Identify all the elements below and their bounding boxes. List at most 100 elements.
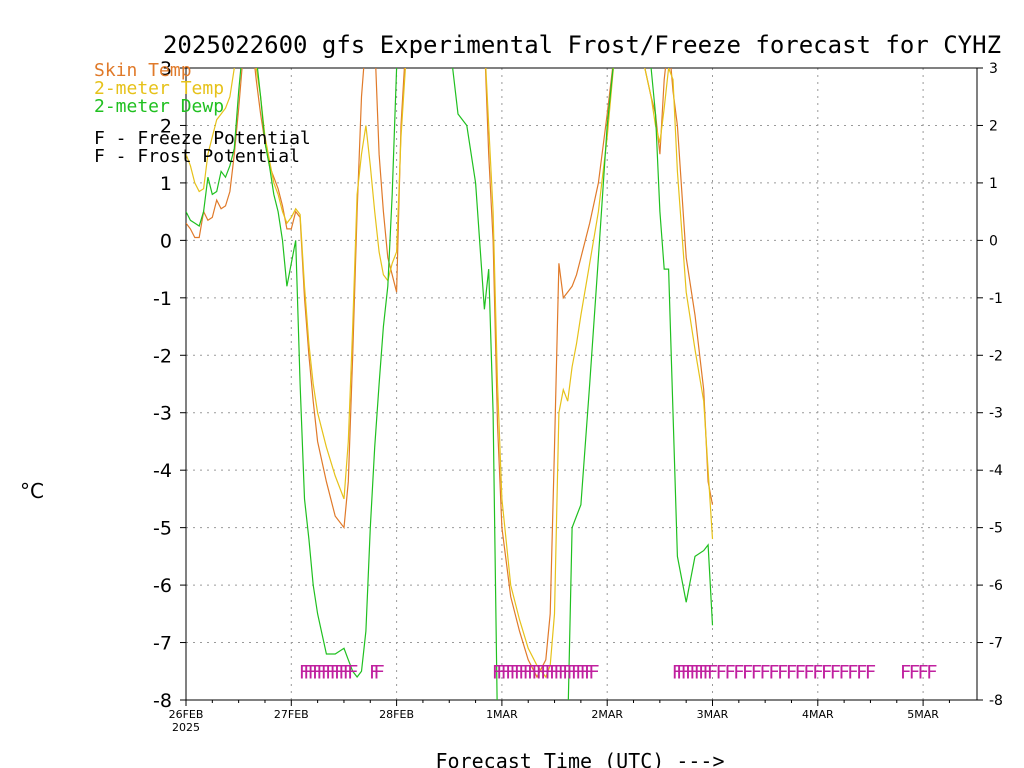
y-tick-label: 2 [160,115,172,137]
freeze-mark: F [830,661,841,683]
freeze-mark: F [325,661,336,683]
y-tick-label: -2 [153,345,172,367]
freeze-mark: F [716,661,727,683]
x-tick-label: 2MAR [591,708,623,721]
freeze-mark: F [724,661,735,683]
x-tick-label: 5MAR [907,708,939,721]
freeze-mark: F [536,661,547,683]
freeze-mark: F [308,661,319,683]
freeze-mark: F [821,661,832,683]
freeze-mark: F [496,661,507,683]
y-tick-label: 1 [989,176,998,192]
x-axis-label: Forecast Time (UTC) ---> [436,749,725,768]
freeze-mark: F [926,661,937,683]
freeze-mark: F [759,661,770,683]
x-tick-label: 27FEB [274,708,309,721]
y-tick-label: -4 [153,460,172,482]
freeze-mark: F [540,661,551,683]
y-tick-label: -3 [153,403,172,425]
freeze-mark: F [733,661,744,683]
freeze-mark: F [347,661,358,683]
y-tick-label: -8 [989,693,1003,709]
freeze-mark: F [812,661,823,683]
y-tick-label: -4 [989,463,1003,479]
y-tick-label: -5 [153,518,172,540]
freeze-mark: F [685,661,696,683]
freeze-mark: F [838,661,849,683]
freeze-mark: F [865,661,876,683]
grid-lines [186,68,977,700]
freeze-mark: F [501,661,512,683]
freeze-mark: F [847,661,858,683]
y-axis-label: °C [20,479,44,503]
freeze-mark: F [702,661,713,683]
y-axis-right: -8 -7 -6 -5 -4 -3 -2 -1 0 1 2 3 [977,61,1003,709]
freeze-mark: F [584,661,595,683]
y-tick-label: -6 [989,578,1003,594]
y-tick-label: 1 [160,173,172,195]
freeze-mark: F [505,661,516,683]
freeze-mark: F [856,661,867,683]
freeze-mark: F [509,661,520,683]
freeze-mark: F [588,661,599,683]
freeze-mark: F [900,661,911,683]
freeze-mark: F [575,661,586,683]
freeze-mark: F [527,661,538,683]
freeze-mark: F [321,661,332,683]
plot-border [185,67,978,701]
freeze-mark: F [698,661,709,683]
legend-frost-potential: F - Frost Potential [94,146,300,167]
freeze-mark: F [786,661,797,683]
freeze-mark: F [566,661,577,683]
y-tick-label: -1 [153,288,172,310]
freeze-mark: F [680,661,691,683]
legend-2m-temp: 2-meter Temp [94,78,224,99]
freeze-mark: F [803,661,814,683]
legend: Skin Temp 2-meter Temp 2-meter Dewp F - … [94,60,311,167]
freeze-mark: F [742,661,753,683]
freeze-mark: F [707,661,718,683]
freeze-mark: F [571,661,582,683]
y-tick-label: 0 [160,230,172,252]
x-tick-sublabel: 2025 [172,721,200,734]
freeze-mark: F [562,661,573,683]
freeze-mark: F [777,661,788,683]
freeze-mark: F [909,661,920,683]
y-axis-left: -8 -7 -6 -5 -4 -3 -2 -1 0 1 2 3 [153,58,186,712]
legend-2m-dewp: 2-meter Dewp [94,96,224,117]
freeze-mark: F [343,661,354,683]
y-tick-label: -7 [153,633,172,655]
freeze-mark: F [751,661,762,683]
x-tick-label: 1MAR [486,708,518,721]
freeze-mark: F [316,661,327,683]
y-tick-label: -2 [989,348,1003,364]
legend-skin-temp: Skin Temp [94,60,192,81]
y-tick-label: 3 [160,58,172,80]
y-tick-label: -6 [153,575,172,597]
freeze-mark: F [549,661,560,683]
y-tick-label: -7 [989,636,1003,652]
freeze-mark: F [334,661,345,683]
y-tick-label: 2 [989,118,998,134]
legend-freeze-potential: F - Freeze Potential [94,128,311,149]
freeze-mark: F [522,661,533,683]
freeze-mark: F [768,661,779,683]
freeze-mark: F [580,661,591,683]
freeze-mark: F [553,661,564,683]
y-tick-label: -3 [989,406,1003,422]
freeze-mark: F [303,661,314,683]
freeze-mark: F [369,661,380,683]
freeze-mark: F [676,661,687,683]
x-tick-label: 28FEB [379,708,414,721]
y-tick-label: 0 [989,233,998,249]
freeze-mark: F [312,661,323,683]
y-tick-label: 3 [989,61,998,77]
freeze-mark: F [492,661,503,683]
freeze-mark: F [531,661,542,683]
x-tick-label: 3MAR [697,708,729,721]
freeze-mark: F [689,661,700,683]
freeze-mark: F [299,661,310,683]
